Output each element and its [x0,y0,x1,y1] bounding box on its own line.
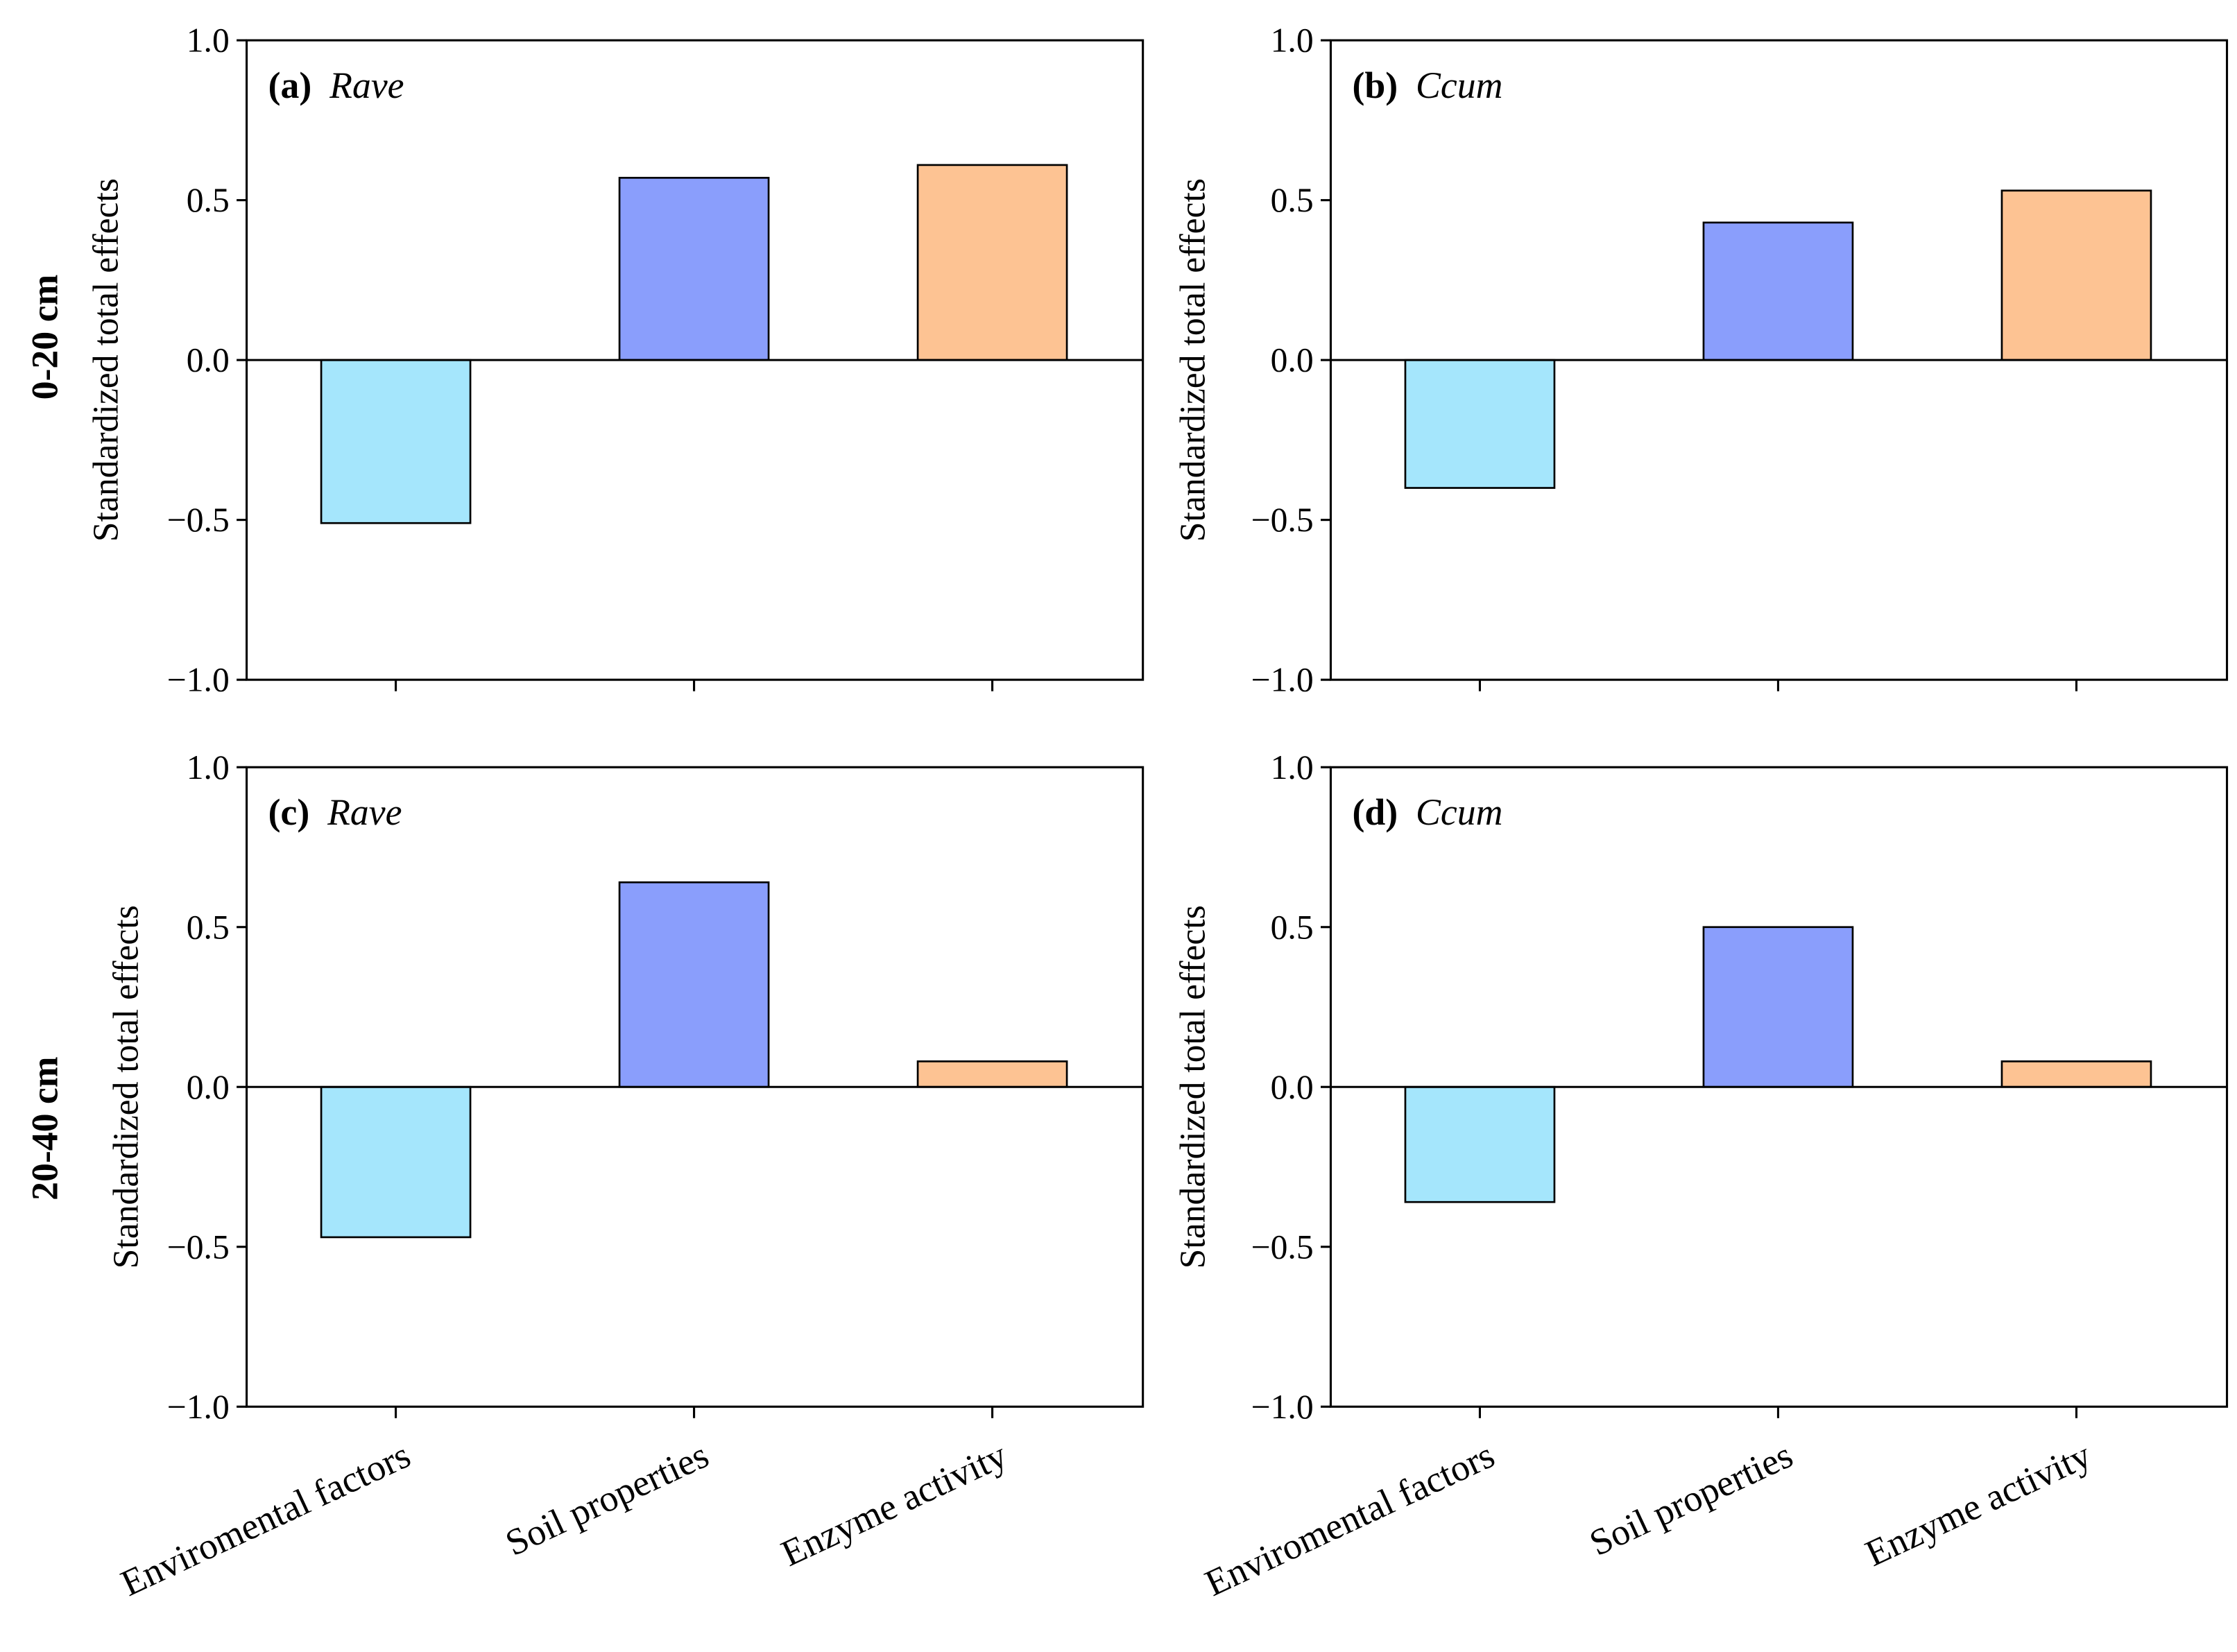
y-tick-label: −1.0 [1251,1388,1314,1426]
y-axis-label: Standardized total effects [1174,905,1213,1268]
x-tick-label: Enzyme activity [775,1434,1013,1574]
y-tick-label: 0.0 [187,341,230,379]
y-tick-label: −0.5 [1251,501,1314,539]
bar-enviromental-factors [320,359,472,524]
bar-enzyme-activity [2000,189,2152,361]
bar-enviromental-factors [320,1085,472,1239]
bar-soil-properties [618,177,770,361]
x-tick-label: Soil properties [499,1434,715,1564]
y-tick-label: −1.0 [1251,661,1314,699]
y-axis-label: Standardized total effects [1174,178,1213,542]
bar-soil-properties [1702,221,1854,361]
y-tick-label: 1.0 [187,21,230,60]
y-tick-label: 1.0 [1271,21,1314,60]
panel-b: 1.0 0.5 0.0 −0.5 −1.0 Standardized total effe… [1174,21,2229,699]
y-tick-label: 0.0 [187,1068,230,1106]
panel-title: (b) Ccum [1352,64,1502,106]
bar-enviromental-factors [1404,1085,1556,1203]
y-axis-label: Standardized total effects [87,178,126,542]
y-axis-label: Standardized total effects [106,905,146,1268]
row-label-20-40cm: 20-40 cm [24,1056,66,1200]
y-tick-label: −1.0 [167,1388,230,1426]
bar-enzyme-activity [2000,1060,2152,1088]
panel-d: 1.0 0.5 0.0 −0.5 −1.0 Enviromental factors Soi… [1174,748,2229,1604]
y-tick-label: 0.5 [1271,181,1314,219]
y-tick-label: 1.0 [1271,748,1314,786]
bar-soil-properties [618,881,770,1088]
y-tick-label: 0.5 [187,181,230,219]
x-tick-label: Soil properties [1583,1434,1799,1564]
y-tick-label: −1.0 [167,661,230,699]
x-tick-label: Enzyme activity [1859,1434,2097,1574]
y-tick-label: 1.0 [187,748,230,786]
bar-enzyme-activity [916,164,1068,361]
y-tick-label: 0.5 [187,908,230,946]
panel-title: (a) Rave [268,64,404,106]
panel-c: 1.0 0.5 0.0 −0.5 −1.0 Enviromental factors Soi… [106,748,1145,1604]
x-tick-label: Enviromental factors [1199,1434,1500,1604]
y-tick-label: −0.5 [167,1228,230,1266]
panel-title: (d) Ccum [1352,791,1502,833]
bar-enzyme-activity [916,1060,1068,1088]
y-tick-label: −0.5 [167,501,230,539]
row-label-0-20cm: 0-20 cm [24,275,66,400]
panel-a: 1.0 0.5 0.0 −0.5 −1.0 Standardized total effe… [87,21,1145,699]
y-tick-label: −0.5 [1251,1228,1314,1266]
y-tick-label: 0.5 [1271,908,1314,946]
x-tick-label: Enviromental factors [114,1434,416,1604]
y-tick-label: 0.0 [1271,1068,1314,1106]
panel-title: (c) Rave [268,791,402,833]
bar-soil-properties [1702,926,1854,1088]
y-tick-label: 0.0 [1271,341,1314,379]
bar-enviromental-factors [1404,359,1556,489]
